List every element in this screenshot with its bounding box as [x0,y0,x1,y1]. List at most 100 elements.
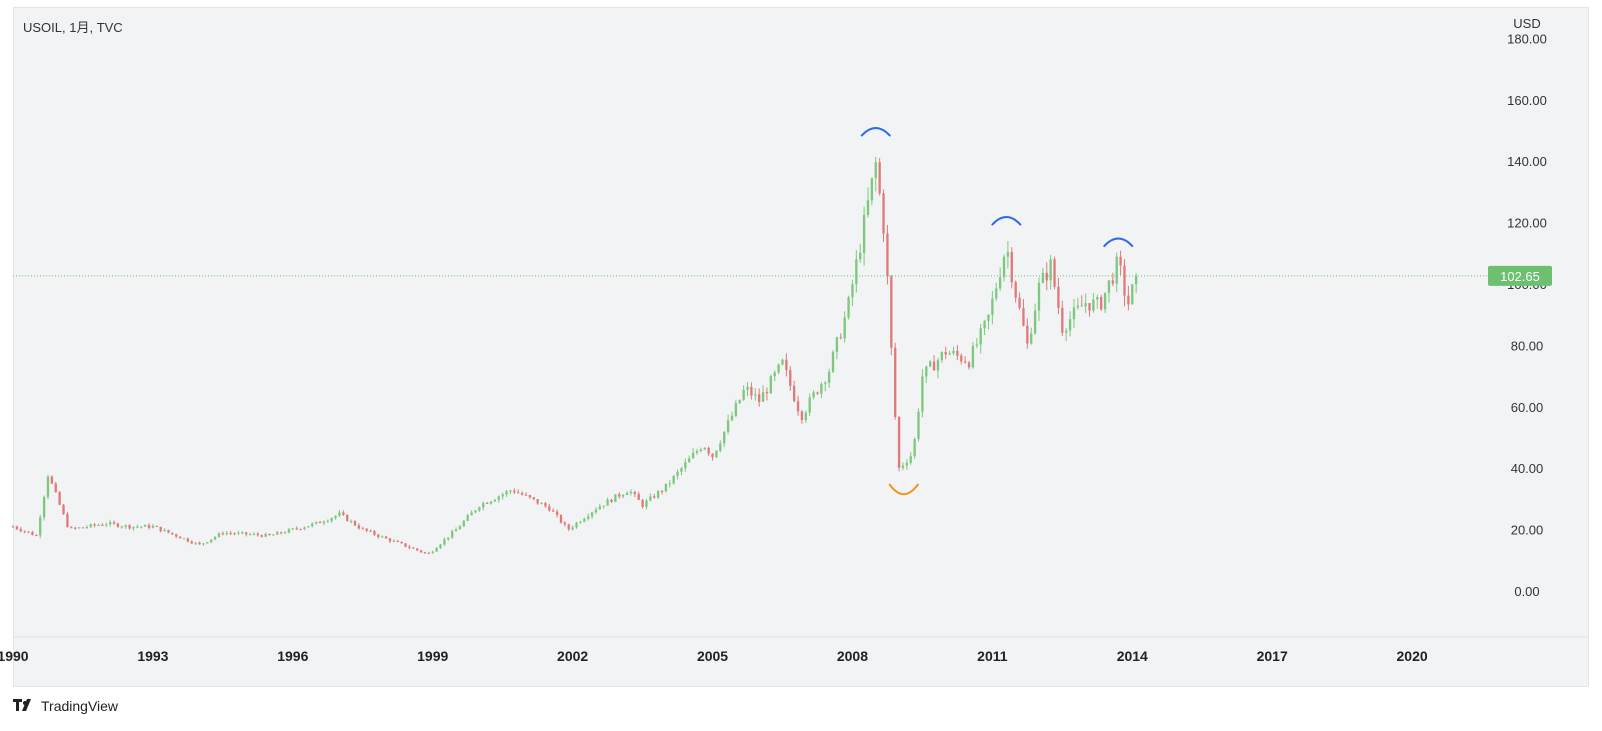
candle-body [862,214,866,253]
candle [1014,280,1017,303]
candle-body [396,540,399,542]
candle [1068,311,1072,337]
candle-body [299,528,302,530]
chart-panel[interactable] [13,7,1589,687]
candle-body [497,496,500,500]
candle-body [656,491,660,498]
price-axis[interactable]: USD 180.00160.00140.00120.00100.0080.006… [1507,16,1547,599]
candle-body [645,500,648,507]
candle [307,526,310,528]
candle-body [470,512,473,516]
candle [944,346,947,360]
candle-body [746,386,749,390]
candle [726,414,730,435]
candle [454,527,458,532]
candle-body [454,529,458,532]
candle [804,410,807,423]
candle [365,528,368,533]
candle [1119,250,1122,276]
candle-body [105,524,108,526]
candle-body [349,520,353,522]
candle-body [272,534,275,536]
candle [971,342,975,369]
candle-body [493,499,497,502]
candle-body [688,458,691,463]
candle-body [960,355,963,362]
candle-body [412,547,415,549]
candle-body [1134,275,1138,285]
candle-body [97,524,100,526]
time-tick-label: 2020 [1397,648,1428,664]
candle [773,370,776,382]
candle [540,502,543,505]
candle [447,537,450,541]
candle [291,527,294,530]
candle [824,380,827,392]
time-tick-label: 2011 [977,648,1008,664]
candle-body [734,403,738,416]
candle [326,519,329,523]
candle [279,531,283,535]
candle [932,355,936,371]
candle-body [213,536,217,540]
candle-body [536,499,539,504]
tradingview-logo[interactable]: TradingView [13,698,118,714]
candle [723,431,726,447]
candle-body [765,392,769,394]
candle [785,353,788,377]
candle-body [291,528,294,530]
time-tick-label: 1993 [137,648,168,664]
candle-body [789,370,792,386]
candle-body [991,298,994,315]
candle-body [890,276,893,348]
candle [124,524,127,529]
candle [482,501,485,511]
candle [839,333,842,340]
candle-body [544,503,547,507]
candle-body [555,511,559,515]
candle-body [699,449,703,452]
candle-body [42,496,46,518]
candle [610,498,613,503]
price-tick-label: 160.00 [1507,93,1547,108]
candle [847,295,850,320]
candle [983,319,986,336]
candle [140,526,143,529]
candle [894,342,897,420]
candle-body [1115,256,1118,284]
candle [311,522,314,528]
candle [513,488,516,494]
candle-body [163,529,166,532]
candle-body [606,499,609,506]
candle-body [812,392,815,398]
candle-body [750,386,753,396]
candle [62,503,65,515]
time-axis[interactable]: 1990 1993 1996 1999 2002 2005 2008 2011 2014 2017… [0,648,1428,664]
candle-body [431,551,434,553]
candle-body [878,162,881,194]
candle-body [128,525,131,529]
candle-body [963,361,967,363]
candle [831,350,835,374]
candle-body [1053,259,1056,287]
candle-body [847,297,850,318]
candle [458,524,462,530]
candle-body [276,532,279,535]
candle-body [132,526,135,529]
candle-body [548,506,551,511]
chart-title: USOIL, 1月, TVC [23,20,123,35]
candle-body [1014,282,1017,298]
candle-body [917,411,920,439]
candle [1100,294,1103,311]
candle [485,501,489,505]
candle-body [707,447,710,454]
candle-body [781,359,784,365]
candle-body [1103,292,1107,310]
candle [1037,277,1041,322]
time-tick-label: 2002 [557,648,588,664]
candle [58,490,61,506]
candle-body [952,350,955,354]
candle [303,526,306,531]
candle [532,497,535,501]
